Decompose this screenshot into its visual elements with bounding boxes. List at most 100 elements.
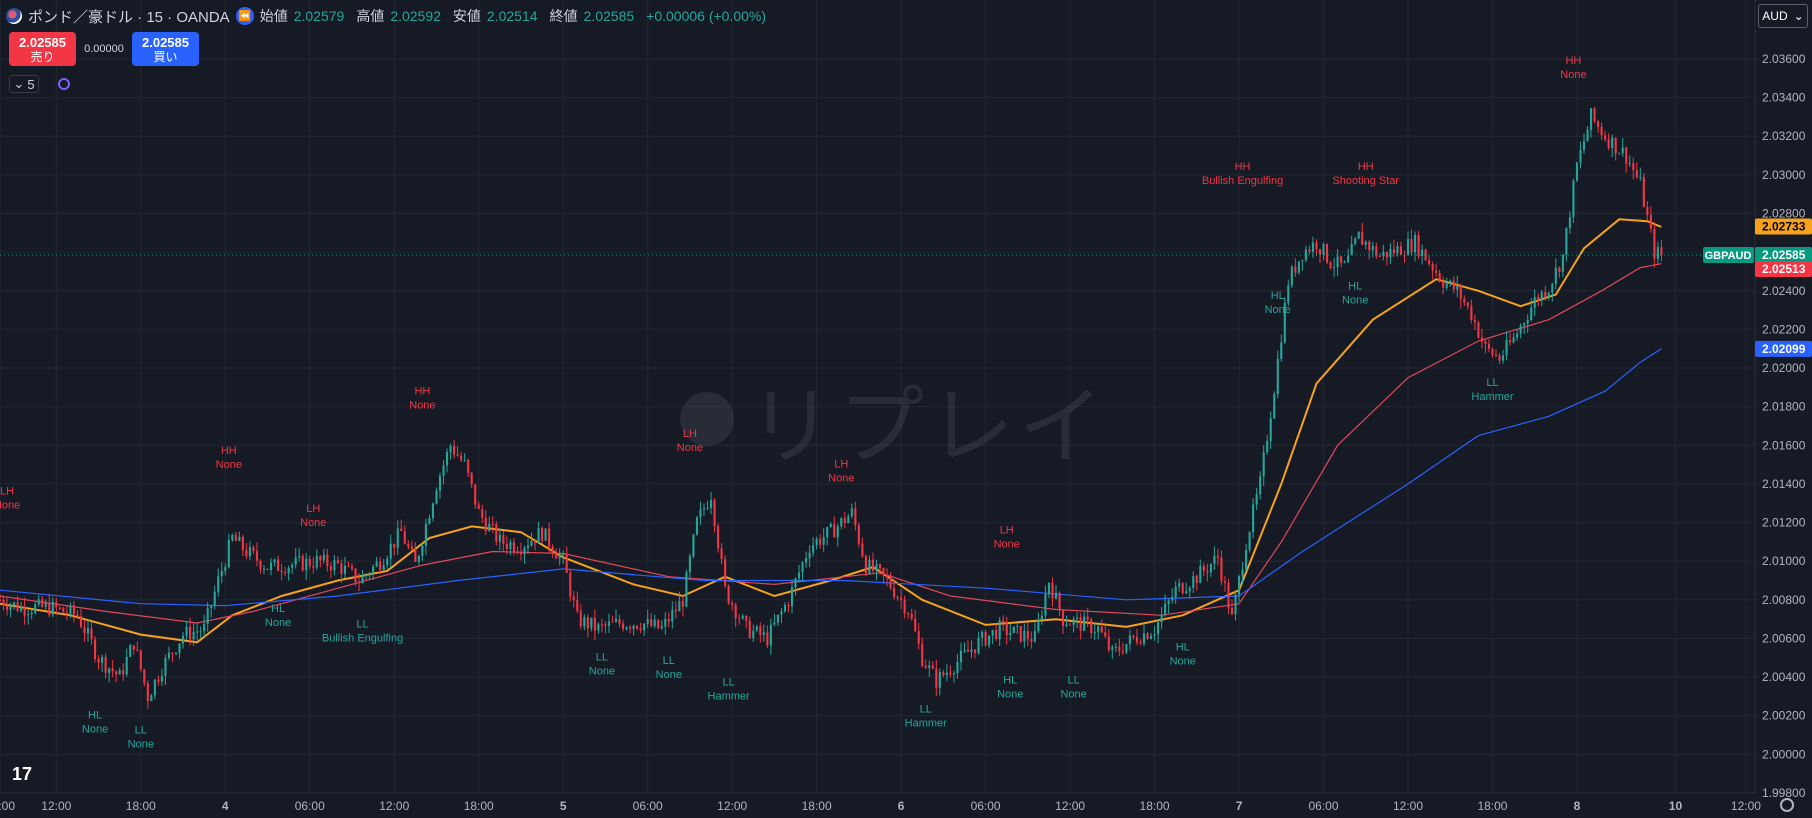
price-tick-label: 2.00000 — [1762, 747, 1806, 761]
candle-body — [653, 619, 656, 626]
candle-body — [1632, 163, 1635, 171]
candle-body — [1005, 622, 1008, 636]
candle-body — [1153, 634, 1156, 636]
candle-body — [220, 570, 223, 577]
candle-body — [519, 552, 523, 555]
time-axis-bg — [0, 793, 1755, 818]
candle-body — [1061, 610, 1065, 627]
price-axis: 2.036002.034002.032002.030002.028002.026… — [1754, 0, 1812, 818]
candle-body — [1107, 636, 1110, 650]
candle-body — [481, 509, 484, 518]
candle-body — [417, 555, 420, 562]
annotation-label: None — [216, 459, 242, 471]
tradingview-logo[interactable]: 17 — [12, 764, 33, 784]
candle-body — [738, 618, 741, 620]
candle-body — [1315, 242, 1318, 250]
candle-body — [621, 623, 625, 630]
candle-body — [79, 616, 83, 627]
candle-body — [365, 574, 368, 576]
candle-body — [1656, 247, 1659, 259]
candle-body — [1058, 592, 1061, 611]
candle-body — [935, 668, 938, 688]
annotation-label: HH — [221, 445, 237, 457]
candle-body — [1164, 603, 1167, 615]
candle-body — [1209, 564, 1212, 573]
candle-body — [146, 683, 149, 702]
annotation-label: HL — [1003, 675, 1017, 687]
candle-body — [1297, 261, 1300, 273]
candle-body — [959, 650, 963, 663]
candle-body — [93, 639, 97, 659]
candle-body — [991, 629, 994, 636]
candle-body — [224, 567, 227, 571]
candle-body — [1118, 646, 1121, 652]
candle-body — [917, 631, 920, 644]
candle-body — [361, 575, 364, 584]
candle-body — [1009, 632, 1012, 636]
candle-body — [692, 534, 695, 557]
candle-body — [910, 613, 913, 619]
time-tick-label: 12:00 — [1393, 799, 1423, 813]
candle-body — [1593, 108, 1596, 122]
candle-body — [1361, 231, 1364, 245]
candle-body — [115, 671, 118, 675]
annotation-label: None — [1560, 69, 1586, 81]
candle-body — [713, 499, 716, 527]
candle-body — [1216, 555, 1219, 558]
candle-body — [945, 672, 948, 676]
candle-body — [231, 534, 234, 541]
buy-button[interactable]: 2.02585 買い — [132, 32, 199, 66]
candle-body — [988, 635, 991, 646]
candle-body — [766, 632, 769, 646]
candle-body — [952, 673, 955, 675]
sell-button[interactable]: 2.02585 売り — [9, 32, 76, 66]
annotation-label: LH — [0, 486, 14, 498]
currency-select[interactable]: AUD ⌄ — [1758, 4, 1808, 28]
candle-body — [875, 564, 878, 571]
candle-body — [850, 508, 853, 517]
candle-body — [1135, 636, 1139, 643]
candle-body — [347, 565, 350, 567]
candle-body — [667, 618, 670, 622]
candle-body — [541, 528, 544, 541]
change-value: +0.00006 (+0.00%) — [646, 8, 767, 24]
candle-body — [759, 626, 762, 636]
candle-body — [646, 619, 649, 624]
candle-body — [618, 618, 621, 624]
candle-body — [1375, 245, 1378, 257]
candle-body — [467, 459, 470, 473]
candle-body — [1149, 635, 1153, 639]
sell-label: 売り — [30, 50, 55, 64]
time-tick-label: 06:00 — [971, 799, 1001, 813]
candle-body — [291, 564, 294, 568]
annotation-label: LL — [356, 618, 368, 630]
annotation-label: None — [828, 473, 854, 485]
symbol-title[interactable]: ポンド／豪ドル · 15 · OANDA — [28, 8, 230, 26]
candle-body — [111, 668, 114, 672]
trade-panel: 2.02585 売り 0.00000 2.02585 買い — [9, 32, 199, 66]
candle-body — [819, 539, 822, 545]
candle-body — [1259, 476, 1262, 495]
candle-body — [1181, 583, 1184, 594]
candle-body — [625, 627, 628, 630]
annotation-label: LL — [596, 651, 608, 663]
candle-body — [407, 543, 410, 547]
replay-icon[interactable]: ⏪ — [235, 7, 254, 25]
candle-body — [734, 604, 737, 619]
candle-body — [445, 451, 449, 466]
candle-body — [674, 609, 677, 612]
time-tick-label: 12:00 — [379, 799, 409, 813]
candle-body — [1625, 147, 1628, 164]
candle-body — [104, 656, 107, 673]
candle-body — [1072, 618, 1075, 625]
settings-icon[interactable] — [1780, 798, 1794, 812]
candle-body — [787, 605, 790, 607]
indicators-toggle[interactable]: ⌄ 5 — [9, 75, 39, 93]
candle-body — [1195, 576, 1198, 584]
candle-body — [752, 630, 755, 638]
candle-body — [1336, 256, 1339, 268]
candle-body — [526, 545, 530, 548]
candle-body — [269, 562, 273, 570]
candle-body — [1586, 129, 1589, 142]
